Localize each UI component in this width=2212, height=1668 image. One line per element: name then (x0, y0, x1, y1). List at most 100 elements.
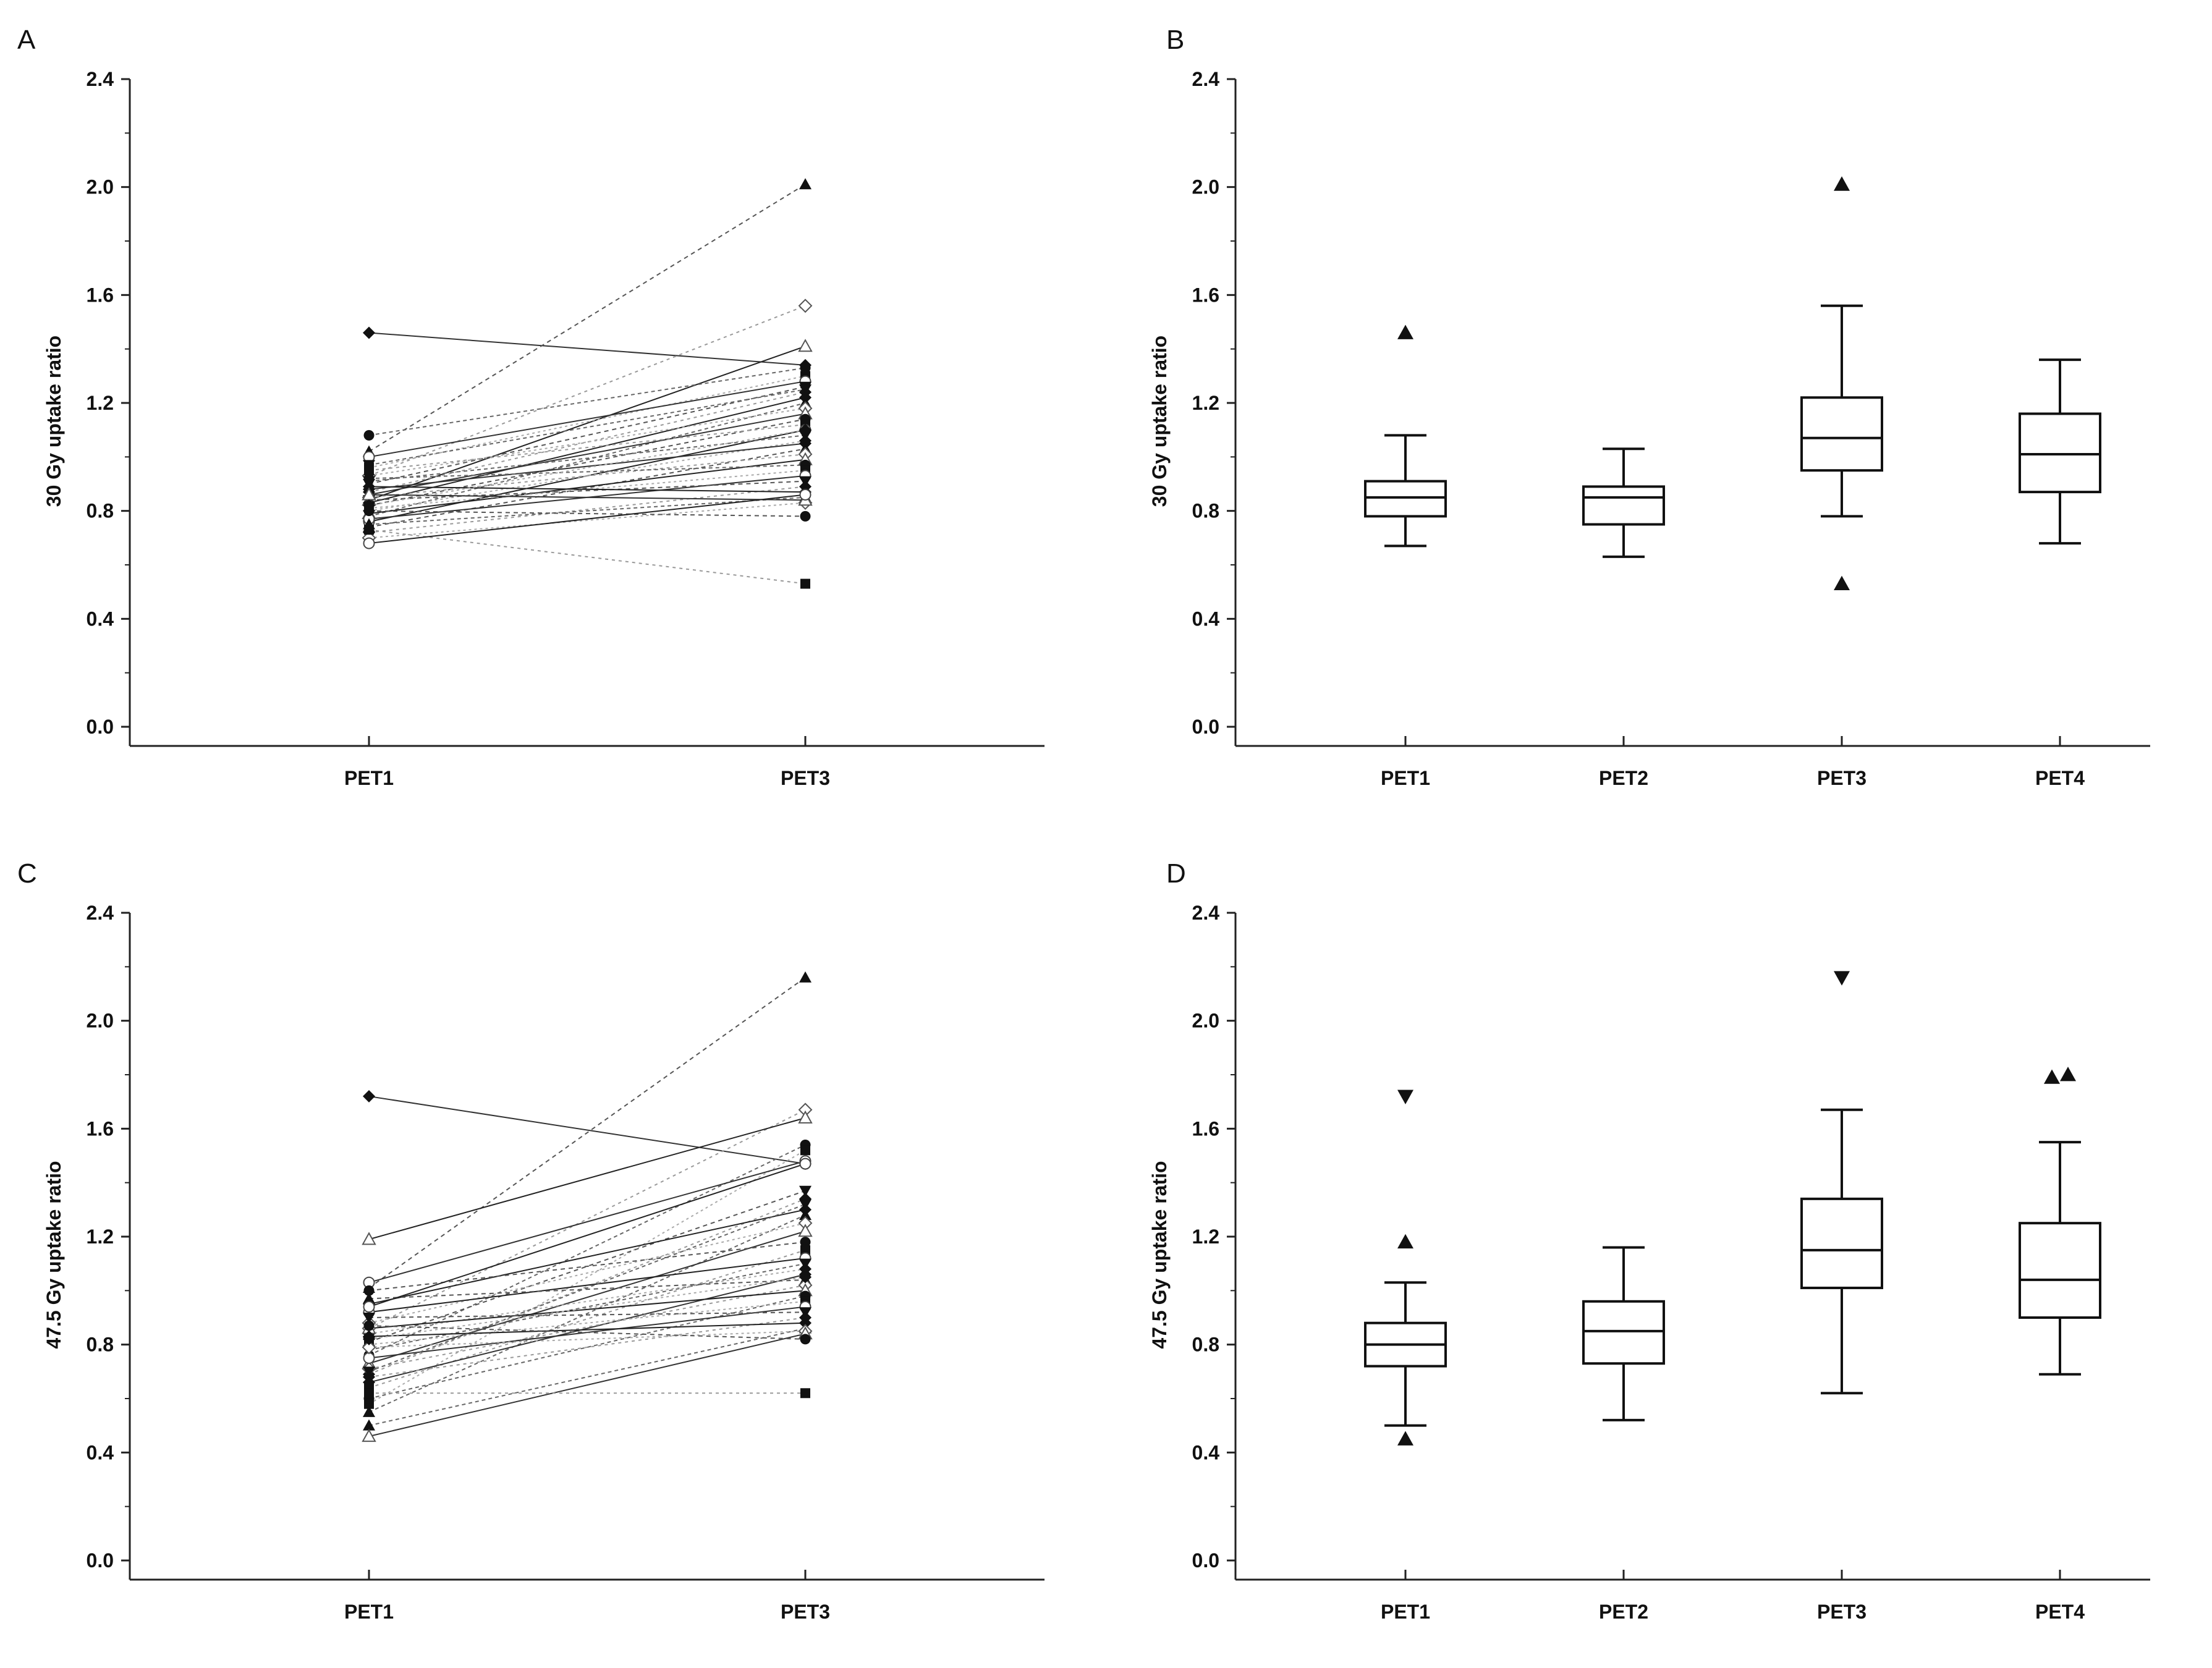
y-tick-label: 1.2 (87, 1226, 114, 1248)
x-tick-label: PET3 (1817, 767, 1867, 789)
outlier-point (1834, 576, 1850, 590)
interquartile-box (1802, 1199, 1882, 1288)
paired-line-chart: 0.0 0.4 0.8 1.2 1.6 2.0 2.4 47.5 Gy uptake rati… (0, 834, 1106, 1667)
data-point (800, 1159, 811, 1169)
y-tick-label: 2.0 (1192, 1010, 1219, 1032)
patient-line (369, 419, 805, 506)
data-point (799, 340, 811, 351)
patient-line (369, 1334, 805, 1436)
patient-line (369, 184, 805, 451)
patient-line (369, 1209, 805, 1304)
patient-line (369, 1096, 805, 1164)
y-tick-label: 1.6 (87, 1117, 114, 1140)
patient-line (369, 1331, 805, 1347)
data-point (364, 525, 374, 535)
data-point (799, 300, 811, 312)
y-tick-label: 2.4 (1192, 902, 1220, 924)
outlier-point (1397, 324, 1413, 339)
data-point (364, 1388, 374, 1398)
panel-c: C 0.0 0.4 0.8 1.2 1.6 2.0 2.4 47.5 Gy uptake ra… (0, 834, 1106, 1667)
box-plot-chart: 0.0 0.4 0.8 1.2 1.6 2.0 2.4 47.5 Gy uptake rati… (1106, 834, 2211, 1667)
patient-line (369, 1269, 805, 1334)
x-tick-label: PET1 (344, 1601, 394, 1623)
y-tick-label: 2.0 (87, 176, 114, 198)
patient-line (369, 1204, 805, 1372)
box-pet1 (1365, 1282, 1446, 1425)
outlier-point (1834, 971, 1850, 985)
patient-line (369, 1323, 805, 1337)
outlier-point (2060, 1067, 2076, 1081)
data-point (800, 1145, 810, 1155)
interquartile-box (1583, 1302, 1664, 1363)
data-point (800, 511, 811, 522)
y-tick-label: 1.2 (87, 392, 114, 414)
panel-a: A 0.0 0.4 0.8 1.2 1.6 2.0 2.4 30 Gy uptake rati… (0, 0, 1106, 834)
x-tick-label: PET1 (1381, 1601, 1430, 1623)
box-pet2 (1583, 1247, 1664, 1420)
patient-line (369, 409, 805, 476)
data-point (800, 1334, 811, 1344)
y-tick-label: 0.8 (1192, 500, 1219, 522)
y-axis-title: 47.5 Gy uptake ratio (1148, 1161, 1171, 1348)
y-tick-label: 2.4 (87, 902, 114, 924)
y-tick-label: 2.0 (1192, 176, 1219, 198)
y-tick-label: 1.2 (1192, 392, 1219, 414)
y-tick-label: 2.4 (1192, 68, 1220, 90)
y-tick-label: 1.6 (1192, 284, 1219, 306)
patient-line (369, 486, 805, 532)
data-point (363, 1090, 375, 1103)
panel-d: D 0.0 0.4 0.8 1.2 1.6 2.0 2.4 47.5 Gy uptake ra… (1106, 834, 2211, 1667)
outlier-point (1397, 1431, 1413, 1446)
patient-line (369, 978, 805, 1288)
data-point (364, 1321, 375, 1331)
interquartile-box (1365, 481, 1446, 517)
box-pet3 (1802, 1110, 1882, 1394)
y-axis-title: 30 Gy uptake ratio (43, 336, 65, 507)
y-tick-label: 0.0 (1192, 1549, 1219, 1572)
y-tick-label: 1.2 (1192, 1226, 1219, 1248)
data-point (364, 1353, 375, 1363)
box-pet1 (1365, 435, 1446, 546)
x-tick-label: PET1 (1381, 767, 1430, 789)
y-tick-label: 0.8 (87, 500, 114, 522)
outlier-point (1397, 1090, 1413, 1104)
y-tick-label: 0.4 (1192, 608, 1220, 630)
data-point (799, 1112, 811, 1123)
y-axis-title: 30 Gy uptake ratio (1148, 336, 1171, 507)
patient-line (369, 425, 805, 470)
x-tick-label: PET2 (1599, 1601, 1648, 1623)
data-point (799, 178, 811, 189)
outlier-point (2044, 1069, 2060, 1083)
data-point (800, 579, 810, 589)
data-point (364, 430, 375, 441)
y-tick-label: 2.0 (87, 1010, 114, 1032)
patient-line (369, 1326, 805, 1339)
data-point (363, 1420, 375, 1431)
patient-line (369, 381, 805, 457)
interquartile-box (1802, 397, 1882, 470)
y-axis-title: 47.5 Gy uptake ratio (43, 1161, 65, 1348)
x-tick-label: PET2 (1599, 767, 1648, 789)
interquartile-box (2020, 413, 2100, 492)
box-pet4 (2020, 1142, 2100, 1374)
x-tick-label: PET1 (344, 767, 394, 789)
patient-line (369, 1274, 805, 1382)
box-pet4 (2020, 360, 2100, 543)
box-plot-chart: 0.0 0.4 0.8 1.2 1.6 2.0 2.4 30 Gy uptake ratio P… (1106, 0, 2211, 834)
y-tick-label: 0.0 (1192, 716, 1219, 738)
patient-line (369, 530, 805, 583)
data-point (364, 538, 375, 549)
data-point (364, 1302, 375, 1312)
patient-line (369, 1231, 805, 1363)
panel-b: B 0.0 0.4 0.8 1.2 1.6 2.0 2.4 30 Gy uptake rati… (1106, 0, 2211, 834)
x-tick-label: PET3 (781, 767, 830, 789)
patient-line (369, 332, 805, 365)
y-tick-label: 0.8 (87, 1334, 114, 1356)
data-point (799, 1225, 811, 1236)
y-tick-label: 2.4 (87, 68, 114, 90)
patient-line (369, 494, 805, 543)
patient-line (369, 346, 805, 500)
y-tick-label: 0.0 (87, 1549, 114, 1572)
y-tick-label: 0.4 (87, 608, 114, 630)
patient-line (369, 1118, 805, 1240)
